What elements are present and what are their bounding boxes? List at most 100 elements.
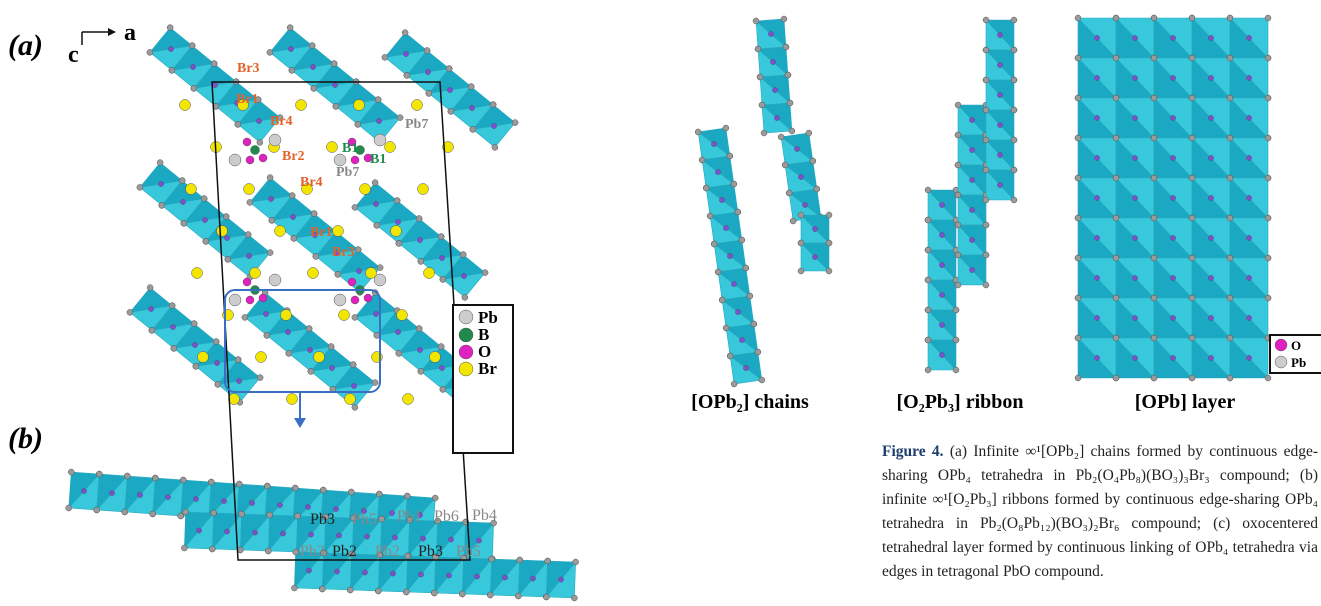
atom [244, 184, 255, 195]
atom [955, 222, 961, 228]
atom [355, 247, 361, 253]
atom [512, 120, 518, 126]
atom [332, 82, 337, 87]
atom [1246, 35, 1251, 40]
atom [1094, 155, 1099, 160]
atom [191, 85, 197, 91]
atom [203, 238, 209, 244]
atom [1132, 315, 1137, 320]
atom [308, 268, 319, 279]
atom [192, 342, 197, 347]
panel-label: (a) [8, 29, 43, 62]
atom [1075, 335, 1081, 341]
atom [515, 593, 521, 599]
atom [1011, 167, 1017, 173]
atom [983, 252, 989, 258]
atom [1265, 215, 1271, 221]
atom [1132, 155, 1137, 160]
atom [1132, 235, 1137, 240]
structure-label: [O₂Pb₃] ribbon [896, 391, 1023, 413]
atom [469, 105, 474, 110]
atom [314, 352, 325, 363]
atom-label: Pb7 [405, 117, 428, 132]
atom [157, 160, 163, 166]
legend-swatch [459, 328, 473, 342]
atom [953, 307, 959, 313]
atom [438, 344, 444, 350]
atom [320, 487, 326, 493]
atom [446, 66, 452, 72]
atom [96, 471, 102, 477]
atom [1170, 195, 1175, 200]
atom [333, 103, 339, 109]
atom-label: Pb7 [336, 165, 359, 180]
atom [711, 141, 716, 146]
atom [418, 184, 429, 195]
atom [180, 199, 185, 204]
atom [969, 177, 974, 182]
atom [334, 294, 346, 306]
atom [997, 152, 1002, 157]
atom [405, 553, 411, 559]
atom [735, 309, 740, 314]
atom [180, 100, 191, 111]
atom [440, 386, 446, 392]
atom [252, 530, 257, 535]
atom [376, 118, 381, 123]
atom [1227, 95, 1233, 101]
atom [1227, 295, 1233, 301]
atom [1094, 275, 1099, 280]
atom [242, 314, 248, 320]
atom [719, 297, 725, 303]
atom [224, 235, 229, 240]
atom [221, 498, 226, 503]
atom [395, 329, 400, 334]
atom [789, 128, 795, 134]
atom [459, 591, 465, 597]
atom [997, 122, 1002, 127]
atom [1132, 115, 1137, 120]
atom [189, 43, 195, 49]
atom [364, 534, 369, 539]
atom-label: Pb3 [310, 511, 335, 528]
arrow-head [294, 418, 306, 428]
atom [755, 46, 761, 52]
atom [1113, 255, 1119, 261]
atom [1094, 75, 1099, 80]
atom [983, 107, 989, 113]
atom [402, 30, 408, 36]
atom [1189, 55, 1195, 61]
atom [1011, 107, 1017, 113]
atom [759, 102, 765, 108]
atom [723, 225, 728, 230]
atom [309, 43, 315, 49]
atom [440, 276, 446, 282]
atom [969, 267, 974, 272]
atom [448, 108, 454, 114]
atom [739, 237, 745, 243]
atom [355, 121, 361, 127]
atom [124, 473, 130, 479]
atom [289, 193, 295, 199]
atom [336, 533, 341, 538]
atom [389, 510, 394, 515]
atom [432, 495, 438, 501]
atom [1189, 375, 1195, 381]
atom [439, 365, 444, 370]
atom [743, 365, 748, 370]
atom [246, 156, 254, 164]
atom [1151, 15, 1157, 21]
atom [196, 528, 201, 533]
atom [335, 271, 341, 277]
atom [295, 513, 301, 519]
atom [1189, 215, 1195, 221]
atom [171, 345, 177, 351]
atom [333, 226, 344, 237]
atom [390, 571, 395, 576]
atom-label: Br3 [237, 61, 260, 76]
atom-label: Br1 [236, 92, 259, 107]
atom [1208, 315, 1213, 320]
atom [158, 181, 163, 186]
structure-label: [OPb₂] chains [691, 391, 809, 413]
atom [150, 511, 156, 517]
